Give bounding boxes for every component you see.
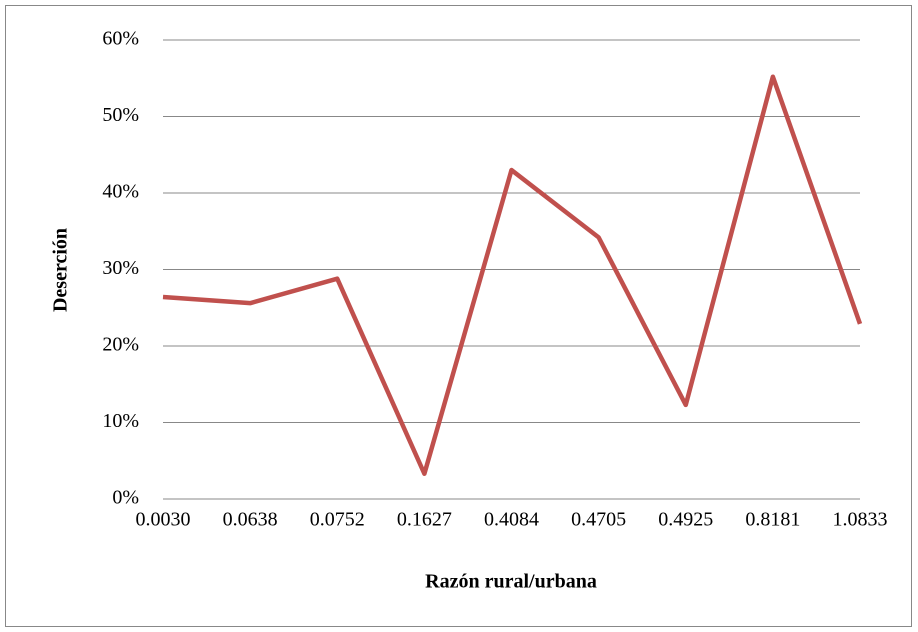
x-tick-label: 0.4084: [484, 509, 539, 531]
y-tick-label: 20%: [102, 334, 139, 356]
y-tick-label: 10%: [102, 410, 139, 432]
y-tick-label: 60%: [102, 28, 139, 50]
y-tick-label: 50%: [102, 104, 139, 126]
y-tick-label: 0%: [112, 487, 139, 509]
x-tick-label: 0.4705: [571, 509, 626, 531]
x-tick-label: 0.0030: [136, 509, 191, 531]
x-tick-label: 0.8181: [745, 509, 800, 531]
y-tick-label: 40%: [102, 181, 139, 203]
x-tick-label: 0.1627: [397, 509, 452, 531]
x-axis-title: Razón rural/urbana: [425, 571, 597, 593]
x-tick-label: 0.4925: [658, 509, 713, 531]
x-tick-label: 0.0752: [310, 509, 365, 531]
chart-border: [5, 5, 912, 627]
line: [162, 74, 863, 477]
x-tick-label: 0.0638: [223, 509, 278, 531]
y-tick-label: 30%: [102, 257, 139, 279]
y-axis-title: Deserción: [50, 228, 72, 312]
x-tick-label: 1.0833: [833, 509, 888, 531]
